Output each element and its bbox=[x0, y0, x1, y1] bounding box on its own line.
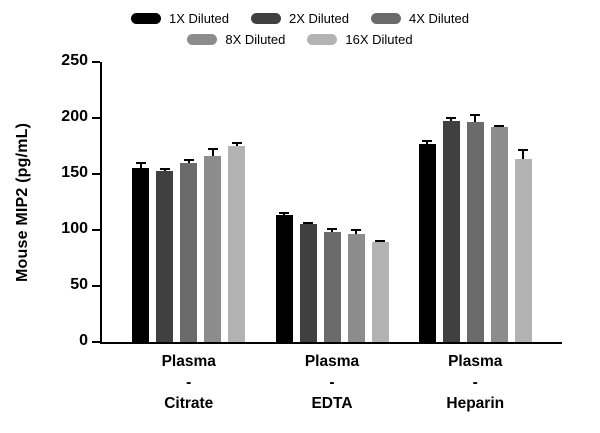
bars-row bbox=[132, 62, 246, 342]
bars-row bbox=[275, 62, 389, 342]
y-tick-mark bbox=[92, 117, 100, 119]
error-bar-cap bbox=[375, 240, 385, 243]
y-tick-mark bbox=[92, 229, 100, 231]
error-bar-cap bbox=[183, 159, 194, 162]
error-bar-cap bbox=[207, 148, 218, 151]
bar-plasma-edta-16x-diluted bbox=[371, 240, 389, 342]
error-bar-cap bbox=[327, 227, 337, 230]
bar-plasma-citrate-2x-diluted bbox=[156, 168, 174, 342]
x-category-label: Plasma - EDTA bbox=[304, 353, 360, 412]
error-bar bbox=[446, 116, 457, 122]
error-bar-cap bbox=[446, 116, 457, 119]
bar-group-plasma-edta: Plasma - EDTA bbox=[275, 62, 389, 412]
bar-plasma-heparin-4x-diluted bbox=[466, 113, 484, 342]
bar-plasma-citrate-16x-diluted bbox=[228, 141, 246, 342]
y-tick-mark bbox=[92, 285, 100, 287]
bar-plasma-heparin-8x-diluted bbox=[490, 124, 508, 342]
error-bar bbox=[351, 228, 361, 235]
error-bar bbox=[183, 159, 194, 163]
legend-swatch-16x-diluted bbox=[307, 34, 338, 45]
x-category-label: Plasma - Heparin bbox=[446, 353, 505, 412]
error-bar-cap bbox=[351, 228, 361, 231]
error-bar bbox=[327, 227, 337, 233]
y-tick-label: 250 bbox=[61, 52, 88, 69]
bar-group-plasma-citrate: Plasma - Citrate bbox=[132, 62, 246, 412]
legend-swatch-8x-diluted bbox=[187, 34, 218, 45]
bar-plasma-heparin-16x-diluted bbox=[514, 149, 532, 342]
error-bar bbox=[159, 168, 170, 171]
legend-swatch-4x-diluted bbox=[370, 13, 401, 24]
bar-plasma-heparin-1x-diluted bbox=[418, 140, 436, 342]
error-bar-cap bbox=[470, 113, 481, 116]
error-bar-cap bbox=[494, 124, 505, 127]
legend-item-8x-diluted: 8X Diluted bbox=[187, 33, 285, 46]
bars-row bbox=[418, 62, 532, 342]
y-tick-label: 200 bbox=[61, 108, 88, 125]
legend-label: 1X Diluted bbox=[169, 11, 229, 26]
y-tick-label: 150 bbox=[61, 164, 88, 181]
error-bar bbox=[375, 240, 385, 243]
y-axis-title: Mouse MIP2 (pg/mL) bbox=[14, 122, 31, 282]
bar-plasma-citrate-8x-diluted bbox=[204, 148, 222, 342]
bar-plasma-edta-4x-diluted bbox=[323, 227, 341, 342]
error-bar bbox=[518, 149, 529, 160]
y-tick-mark bbox=[92, 173, 100, 175]
bar-groups: Plasma - Citrate Plasma - EDTA Plasma - He… bbox=[102, 62, 562, 412]
legend-swatch-2x-diluted bbox=[251, 13, 281, 24]
error-bar bbox=[135, 161, 146, 169]
error-bar bbox=[422, 140, 433, 144]
error-bar bbox=[470, 113, 481, 123]
legend-label: 2X Diluted bbox=[289, 11, 349, 26]
bar-plasma-edta-8x-diluted bbox=[347, 228, 365, 342]
legend-item-16x-diluted: 16X Diluted bbox=[307, 32, 413, 47]
error-bar-cap bbox=[518, 149, 529, 152]
error-bar-cap bbox=[279, 212, 289, 215]
error-bar-cap bbox=[135, 161, 146, 164]
legend-item-4x-diluted: 4X Diluted bbox=[370, 11, 469, 26]
legend-item-2x-diluted: 2X Diluted bbox=[251, 12, 349, 25]
y-axis-line bbox=[100, 62, 102, 344]
error-bar-cap bbox=[231, 141, 242, 144]
legend-label: 8X Diluted bbox=[225, 32, 286, 47]
y-tick-label: 100 bbox=[61, 220, 88, 237]
y-tick-mark bbox=[92, 61, 100, 63]
bar-group-plasma-heparin: Plasma - Heparin bbox=[418, 62, 532, 412]
x-category-label: Plasma - Citrate bbox=[161, 353, 216, 412]
error-bar bbox=[279, 212, 289, 216]
error-bar-cap bbox=[422, 140, 433, 143]
bar-plasma-heparin-2x-diluted bbox=[442, 116, 460, 342]
error-bar-cap bbox=[303, 222, 313, 225]
y-tick-label: 0 bbox=[79, 332, 88, 349]
error-bar bbox=[303, 222, 313, 225]
error-bar-cap bbox=[159, 168, 170, 171]
legend-label: 4X Diluted bbox=[408, 11, 469, 26]
bar-plasma-citrate-1x-diluted bbox=[132, 161, 150, 342]
y-tick-label: 50 bbox=[70, 276, 88, 293]
chart-legend: 1X Diluted 2X Diluted 4X Diluted 8X Diluted… bbox=[110, 12, 490, 46]
bar-plasma-citrate-4x-diluted bbox=[180, 159, 198, 342]
legend-label: 16X Diluted bbox=[345, 32, 413, 47]
error-bar bbox=[231, 141, 242, 146]
y-tick-mark bbox=[92, 341, 100, 343]
error-bar bbox=[494, 124, 505, 127]
error-bar bbox=[207, 148, 218, 157]
bar-plasma-edta-2x-diluted bbox=[299, 222, 317, 342]
legend-swatch-1x-diluted bbox=[131, 13, 162, 24]
legend-item-1x-diluted: 1X Diluted bbox=[131, 12, 229, 25]
plot-area: 0 50 100 150 200 250 Plasma - Citrate Plasma -… bbox=[61, 53, 562, 412]
x-axis-line bbox=[100, 342, 562, 344]
bar-plasma-edta-1x-diluted bbox=[275, 212, 293, 342]
